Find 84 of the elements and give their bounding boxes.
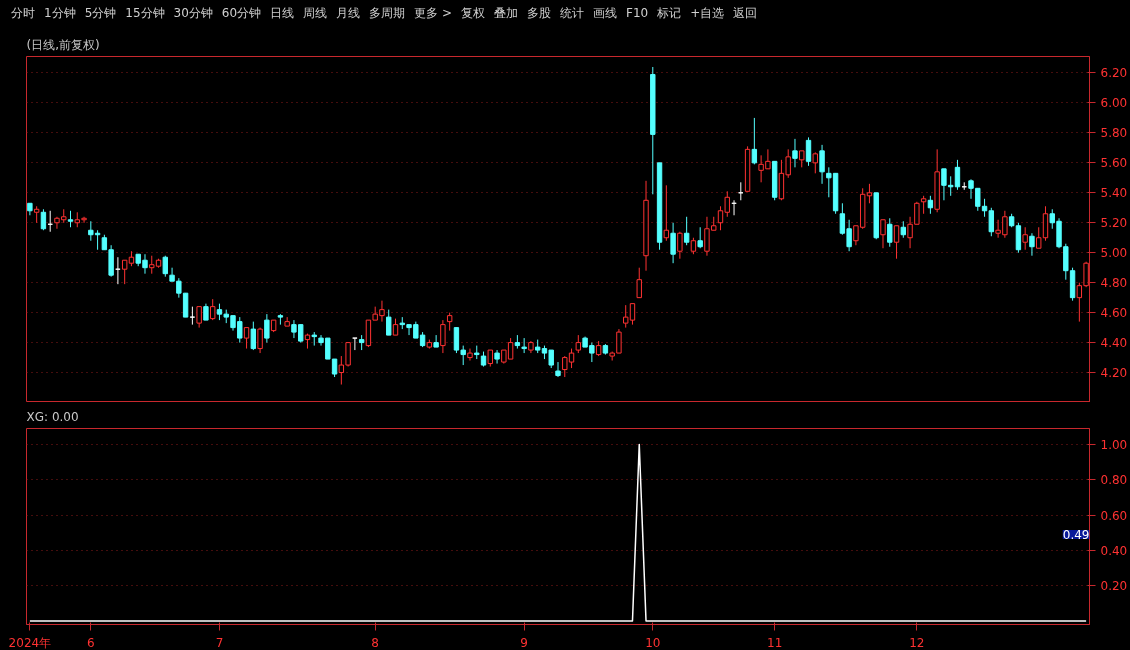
- x-tick-label: 2024年: [8, 635, 52, 650]
- y-tick-label: 4.80: [1100, 276, 1128, 291]
- text: F10: [626, 6, 649, 20]
- candlestick: [433, 334, 439, 348]
- chart-title: (日线,前复权): [26, 37, 100, 52]
- candlestick: [819, 144, 825, 185]
- candlestick: [636, 267, 642, 299]
- candlestick: [162, 255, 168, 278]
- text: 更多 >: [414, 6, 452, 20]
- text: 5分钟: [84, 6, 117, 20]
- candlestick: [440, 319, 446, 354]
- candlestick: [1036, 226, 1042, 249]
- candlestick: [683, 216, 690, 246]
- text: 复权: [461, 6, 485, 20]
- text: 多股: [527, 6, 551, 20]
- candlestick: [616, 328, 622, 354]
- text: 返回: [733, 6, 758, 20]
- text: 画线: [593, 6, 617, 20]
- text: 日线: [270, 6, 295, 20]
- candlestick: [264, 313, 270, 344]
- y-tick-label: 5.60: [1100, 156, 1128, 171]
- x-tick-label: 7: [215, 635, 224, 650]
- candlestick: [386, 309, 392, 336]
- x-tick-label: 11: [767, 635, 783, 650]
- text: 多周期: [369, 6, 406, 20]
- x-tick-label: 8: [371, 635, 380, 650]
- candlestick: [182, 292, 189, 318]
- text: 标记: [657, 6, 682, 20]
- text: 60分钟: [221, 6, 262, 20]
- y-tick-label: 4.20: [1100, 366, 1128, 381]
- candlestick: [257, 327, 263, 354]
- y-tick-label: 1.00: [1100, 437, 1128, 452]
- y-tick-label: 5.20: [1100, 216, 1128, 231]
- y-tick-label: 0.20: [1100, 579, 1128, 594]
- candlestick: [697, 226, 703, 249]
- candlestick: [494, 349, 500, 365]
- candlestick: [209, 298, 216, 321]
- y-tick-label: 0.40: [1100, 543, 1128, 558]
- candlestick: [670, 222, 676, 264]
- candlestick: [196, 306, 202, 329]
- candlestick: [893, 225, 900, 260]
- candlestick: [1022, 226, 1028, 251]
- text: 周线: [303, 6, 328, 20]
- candlestick: [555, 361, 561, 378]
- candlestick: [751, 117, 758, 165]
- candlestick: [521, 337, 527, 354]
- candlestick: [663, 184, 670, 242]
- y-tick-label: 4.60: [1100, 306, 1128, 321]
- text: 30分钟: [173, 6, 213, 20]
- candlestick: [988, 207, 995, 237]
- x-tick-label: 9: [520, 635, 528, 650]
- y-tick-label: 6.20: [1100, 66, 1128, 81]
- y-tick-label: 5.80: [1100, 126, 1128, 141]
- candlestick: [792, 138, 798, 168]
- candlestick: [812, 151, 818, 174]
- y-tick-label: 6.00: [1100, 96, 1128, 111]
- text: 叠加: [494, 6, 518, 20]
- text: 15分钟: [125, 6, 165, 20]
- candlestick: [467, 348, 473, 362]
- x-tick-label: 6: [87, 635, 95, 650]
- candlestick: [243, 327, 250, 350]
- text: 分时: [11, 6, 35, 20]
- candlestick: [40, 208, 47, 231]
- candlestick: [887, 217, 893, 248]
- y-tick-label: 4.40: [1100, 336, 1128, 351]
- candlestick: [880, 219, 886, 249]
- candlestick: [250, 321, 257, 351]
- x-tick-label: 12: [909, 635, 925, 650]
- chart-title: XG: 0.00: [26, 409, 79, 424]
- candlestick: [1042, 205, 1049, 242]
- candlestick: [677, 231, 683, 260]
- annotation: 0.49: [1062, 527, 1090, 542]
- candlestick: [1029, 232, 1035, 257]
- y-tick-label: 0.80: [1100, 473, 1128, 488]
- y-tick-label: 5.00: [1100, 246, 1128, 261]
- y-tick-label: 5.40: [1100, 186, 1128, 201]
- candlestick: [1015, 222, 1022, 254]
- candlestick: [805, 136, 812, 167]
- text: 1分钟: [44, 6, 76, 20]
- text: 统计: [560, 6, 584, 20]
- x-tick-label: 10: [645, 635, 661, 650]
- y-tick-label: 0.60: [1100, 508, 1128, 523]
- text: +自选: [690, 6, 725, 20]
- text: 月线: [336, 6, 361, 20]
